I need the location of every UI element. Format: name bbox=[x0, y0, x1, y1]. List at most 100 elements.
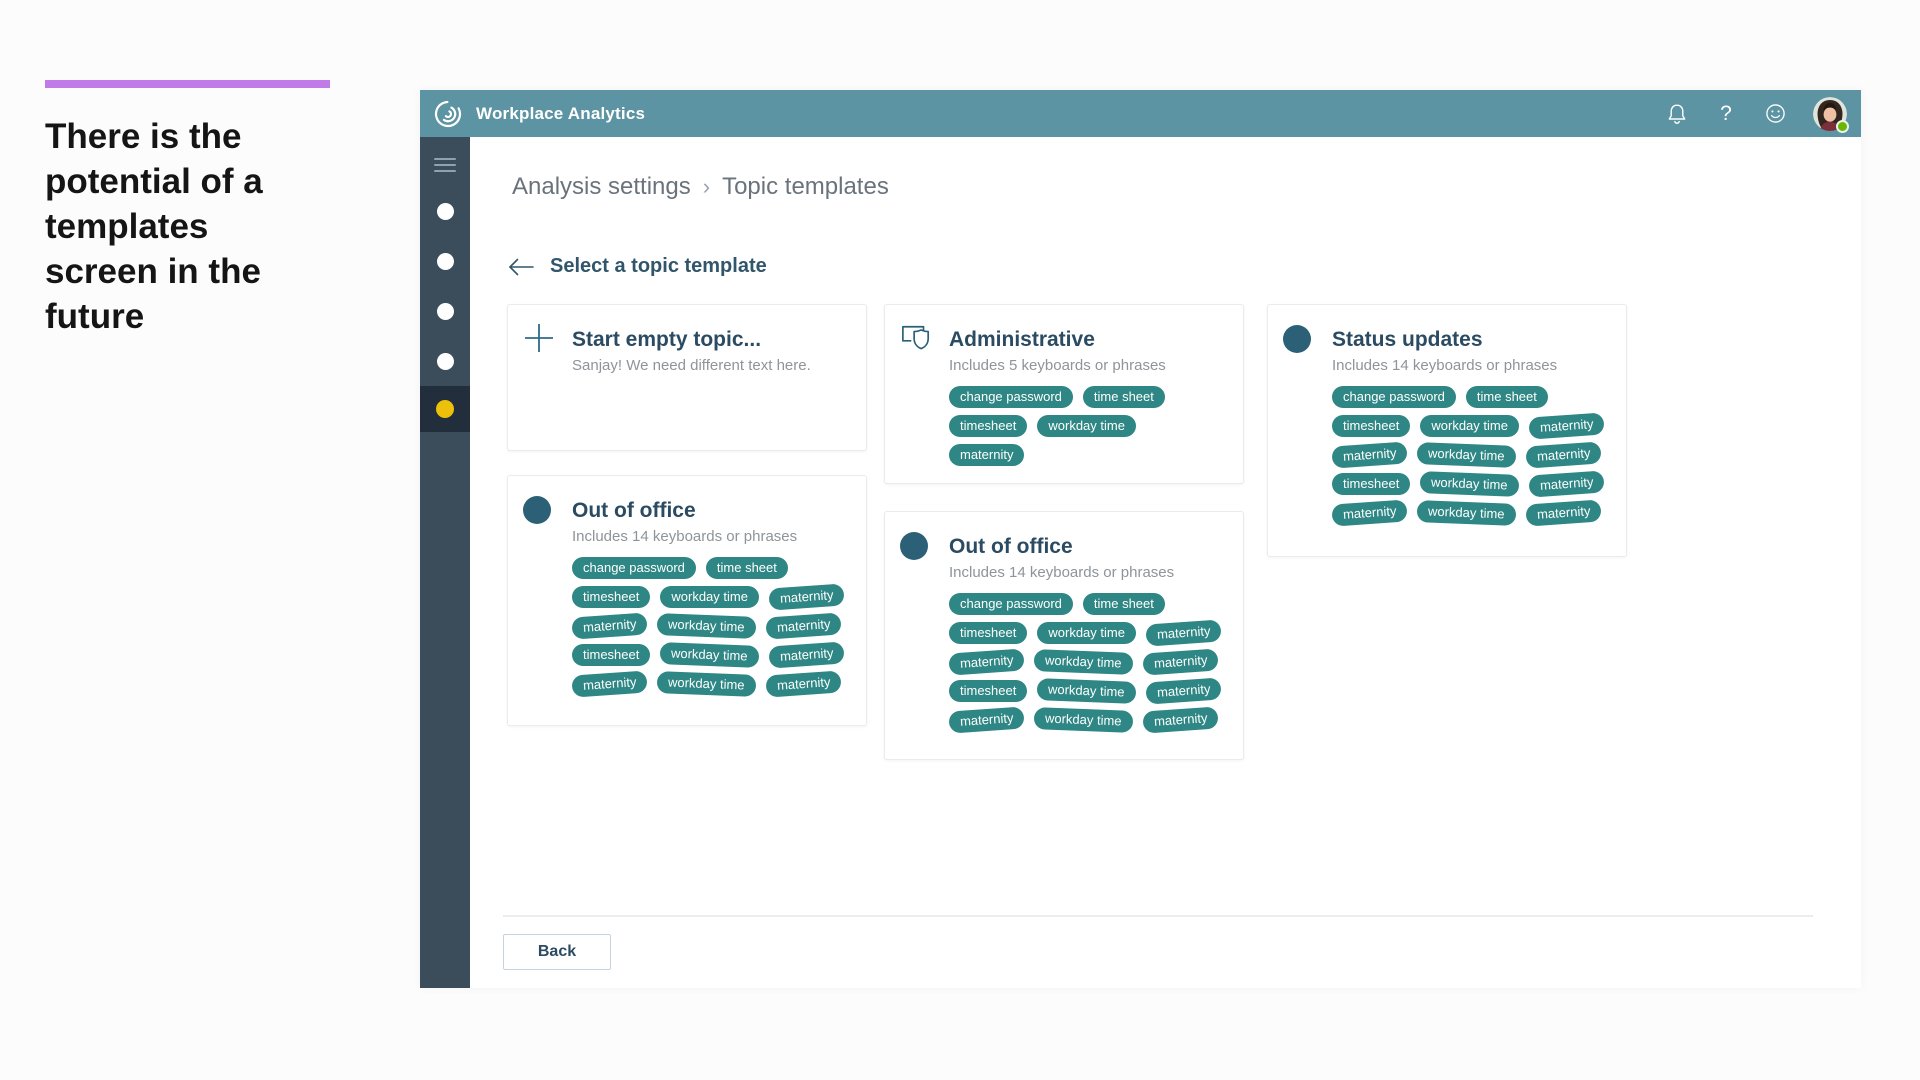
circle-icon bbox=[523, 496, 551, 524]
template-card-status-updates[interactable]: Status updates Includes 14 keyboards or … bbox=[1267, 304, 1627, 557]
template-card-out-of-office-1[interactable]: Out of office Includes 14 keyboards or p… bbox=[507, 475, 867, 726]
keyword-chip: maternity bbox=[1528, 470, 1606, 498]
keyword-chip: maternity bbox=[1525, 441, 1603, 469]
keyword-chip: change password bbox=[1332, 386, 1456, 408]
card-subtitle: Includes 14 keyboards or phrases bbox=[949, 564, 1175, 581]
keyword-chip-group: change password time sheet timesheet workda… bbox=[571, 557, 854, 702]
circle-icon bbox=[1283, 325, 1311, 353]
keyword-chip-group: change password time sheet timesheet workda… bbox=[1331, 386, 1614, 531]
slide-note: There is the potential of a templates sc… bbox=[45, 117, 263, 336]
app-header: Workplace Analytics ? bbox=[420, 90, 1861, 137]
plus-icon bbox=[525, 324, 553, 352]
card-title: Administrative bbox=[949, 328, 1095, 351]
chip-row: change password time sheet bbox=[1332, 386, 1614, 408]
back-button[interactable]: Back bbox=[503, 934, 611, 970]
keyword-chip: workday time bbox=[1417, 442, 1517, 468]
chip-row: timesheet workday time maternity bbox=[572, 641, 854, 669]
chip-row: maternity workday time maternity bbox=[948, 648, 1231, 676]
keyword-chip: maternity bbox=[765, 612, 843, 640]
keyword-chip: workday time bbox=[1419, 471, 1520, 497]
nav-dot-icon bbox=[436, 252, 454, 270]
sidebar-item[interactable] bbox=[420, 236, 470, 286]
nav-dot-icon bbox=[436, 202, 454, 220]
card-subtitle: Includes 5 keyboards or phrases bbox=[949, 357, 1166, 374]
breadcrumb-analysis-settings[interactable]: Analysis settings bbox=[512, 173, 691, 200]
page-title: Select a topic template bbox=[550, 255, 767, 277]
main-content: Analysis settings › Topic templates Sele… bbox=[470, 137, 1861, 988]
keyword-chip: timesheet bbox=[949, 622, 1028, 644]
keyword-chip: time sheet bbox=[705, 557, 788, 579]
chip-row: change password time sheet bbox=[572, 557, 854, 579]
keyword-chip: time sheet bbox=[1082, 593, 1165, 615]
template-card-start-empty[interactable]: Start empty topic... Sanjay! We need dif… bbox=[507, 304, 867, 451]
keyword-chip: maternity bbox=[1142, 706, 1220, 734]
chip-row: maternity workday time maternity bbox=[1331, 499, 1614, 527]
chip-row: maternity workday time maternity bbox=[1331, 441, 1614, 469]
chip-row: maternity bbox=[949, 444, 1231, 466]
template-card-out-of-office-2[interactable]: Out of office Includes 14 keyboards or p… bbox=[884, 511, 1244, 760]
chip-row: timesheet workday time maternity bbox=[949, 677, 1231, 705]
breadcrumb-separator-icon: › bbox=[702, 174, 711, 199]
presence-status-dot bbox=[1836, 119, 1849, 133]
keyword-chip: timesheet bbox=[572, 644, 651, 666]
chip-row: maternity workday time maternity bbox=[571, 670, 854, 698]
keyword-chip: maternity bbox=[949, 444, 1025, 466]
keyword-chip: time sheet bbox=[1465, 386, 1548, 408]
notifications-icon[interactable] bbox=[1666, 103, 1688, 125]
app-window: Workplace Analytics ? bbox=[420, 90, 1861, 988]
keyword-chip: maternity bbox=[1331, 499, 1409, 527]
avatar-photo bbox=[1813, 96, 1847, 131]
chip-row: timesheet workday time maternity bbox=[949, 619, 1231, 647]
chip-row: change password time sheet bbox=[949, 386, 1231, 408]
keyword-chip: workday time bbox=[660, 586, 759, 608]
card-title: Status updates bbox=[1332, 328, 1483, 351]
keyword-chip: workday time bbox=[1034, 707, 1134, 733]
keyword-chip: workday time bbox=[657, 613, 757, 639]
keyword-chip: time sheet bbox=[1082, 386, 1165, 408]
nav-dot-list bbox=[420, 186, 470, 432]
header-actions: ? bbox=[1666, 90, 1849, 137]
keyword-chip: maternity bbox=[571, 670, 649, 698]
keyword-chip-group: change password time sheet timesheet workda… bbox=[949, 386, 1231, 473]
keyword-chip: maternity bbox=[768, 641, 846, 669]
footer-divider bbox=[503, 915, 1813, 917]
keyword-chip: maternity bbox=[571, 612, 649, 640]
chip-row: timesheet workday time maternity bbox=[1332, 412, 1614, 440]
chip-row: timesheet workday time maternity bbox=[572, 583, 854, 611]
app-title: Workplace Analytics bbox=[476, 103, 646, 123]
keyword-chip: workday time bbox=[1034, 649, 1134, 675]
keyword-chip: timesheet bbox=[1332, 473, 1411, 495]
hamburger-menu-icon[interactable] bbox=[434, 158, 456, 172]
keyword-chip: change password bbox=[572, 557, 696, 579]
keyword-chip: timesheet bbox=[572, 586, 651, 608]
keyword-chip: change password bbox=[949, 593, 1073, 615]
sidebar-item[interactable] bbox=[420, 336, 470, 386]
feedback-smiley-icon[interactable] bbox=[1764, 103, 1786, 125]
card-subtitle: Includes 14 keyboards or phrases bbox=[572, 528, 798, 545]
help-icon[interactable]: ? bbox=[1720, 102, 1732, 125]
user-avatar[interactable] bbox=[1813, 96, 1849, 133]
back-arrow-icon[interactable] bbox=[508, 258, 534, 276]
sidebar-item[interactable] bbox=[420, 186, 470, 236]
keyword-chip: change password bbox=[949, 386, 1073, 408]
keyword-chip: workday time bbox=[1036, 678, 1137, 704]
keyword-chip: timesheet bbox=[1332, 415, 1411, 437]
sidebar-item-active[interactable] bbox=[420, 386, 470, 432]
circle-icon bbox=[900, 532, 928, 560]
keyword-chip: workday time bbox=[1037, 415, 1136, 437]
breadcrumb-current: Topic templates bbox=[722, 173, 889, 200]
keyword-chip: maternity bbox=[948, 648, 1026, 676]
keyword-chip: maternity bbox=[1525, 499, 1603, 527]
nav-dot-icon bbox=[436, 302, 454, 320]
keyword-chip: maternity bbox=[765, 670, 843, 698]
keyword-chip: workday time bbox=[1417, 500, 1517, 526]
nav-dot-icon bbox=[436, 352, 454, 370]
chip-row: timesheet workday time maternity bbox=[1332, 470, 1614, 498]
card-title: Out of office bbox=[949, 535, 1073, 558]
chip-row: maternity workday time maternity bbox=[571, 612, 854, 640]
keyword-chip: workday time bbox=[1420, 415, 1519, 437]
keyword-chip: timesheet bbox=[949, 680, 1028, 702]
breadcrumb: Analysis settings › Topic templates bbox=[512, 173, 889, 201]
template-card-administrative[interactable]: Administrative Includes 5 keyboards or p… bbox=[884, 304, 1244, 484]
sidebar-item[interactable] bbox=[420, 286, 470, 336]
